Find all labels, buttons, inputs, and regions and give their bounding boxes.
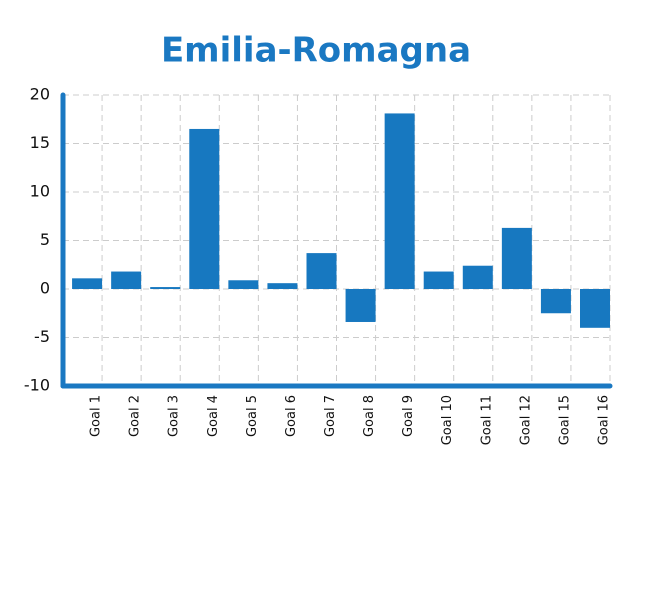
y-tick-label: 5 [40,230,50,249]
bar [384,113,415,290]
bar [306,253,337,289]
bar [540,289,571,314]
bar [580,289,610,328]
x-tick-label: Goal 4 [206,395,221,437]
x-tick-label: Goal 3 [167,395,182,437]
y-tick-label: -5 [34,327,50,346]
x-tick-label: Goal 16 [597,395,612,445]
x-tick-label: Goal 9 [401,395,416,437]
bar [150,287,181,289]
bar [228,280,259,289]
x-tick-label: Goal 6 [284,395,299,437]
bar [345,289,376,322]
bar [189,128,220,289]
x-tick-label: Goal 8 [362,395,377,437]
x-tick-label: Goal 11 [479,395,494,445]
y-tick-label: -10 [24,376,50,395]
x-tick-label: Goal 5 [245,395,260,437]
bar [501,227,532,289]
x-tick-label: Goal 2 [128,395,143,437]
x-tick-label: Goal 15 [557,395,572,445]
y-tick-label: 0 [40,279,50,298]
x-tick-label: Goal 7 [323,395,338,437]
bar [72,278,103,289]
bar [423,271,454,289]
bar [462,265,493,289]
y-tick-label: 15 [30,133,50,152]
x-tick-label: Goal 10 [440,395,455,445]
y-tick-label: 10 [30,182,50,201]
y-tick-label: 20 [30,85,50,104]
x-tick-label: Goal 12 [518,395,533,445]
bar [267,283,298,289]
bar [111,271,142,289]
x-tick-label: Goal 1 [89,395,104,437]
chart-title: Emilia-Romagna [161,31,471,71]
